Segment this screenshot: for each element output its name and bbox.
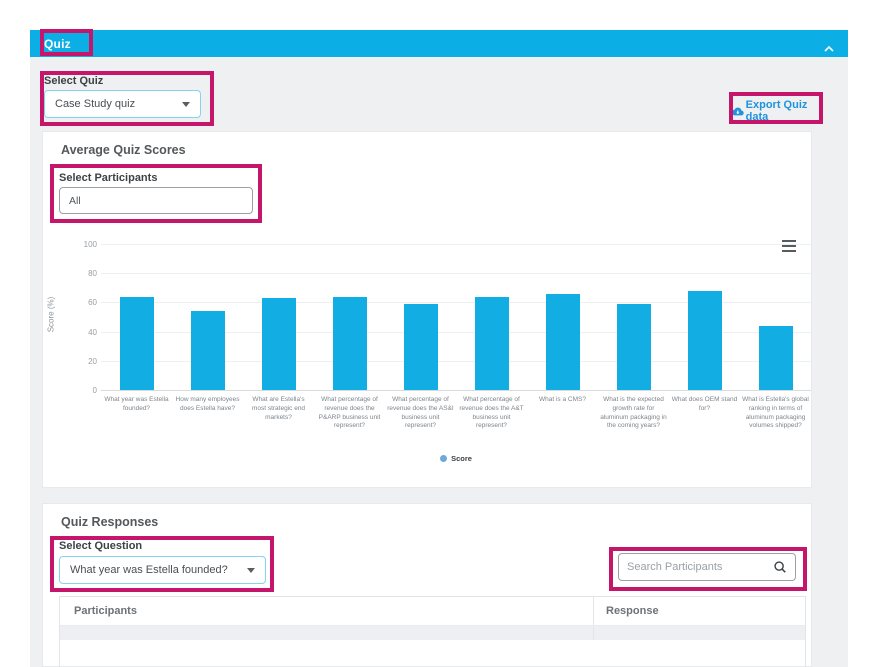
bar-column [172,244,243,390]
score-bar[interactable] [119,296,154,390]
search-participants-input[interactable] [627,561,773,573]
x-axis-category-label: What is a CMS? [539,396,586,403]
export-quiz-data-link[interactable]: Export Quiz data [732,99,824,123]
page-title: Quiz [44,36,71,51]
x-axis-category-label: What does OEM stand for? [671,396,738,412]
select-quiz-value: Case Study quiz [55,98,136,110]
x-axis-category-label: What is the expected growth rate for alu… [600,396,667,430]
responses-card-title: Quiz Responses [61,515,159,529]
x-axis-category-label: What percentage of revenue does the P&AR… [318,396,381,430]
chart-context-menu-icon[interactable] [782,240,796,252]
select-participants-input[interactable]: All [59,187,253,214]
score-bar[interactable] [332,296,367,390]
select-quiz-dropdown[interactable]: Case Study quiz [44,90,201,118]
table-header-row: Participants Response [60,597,805,626]
cloud-download-icon [732,107,744,115]
x-axis-category-label: What percentage of revenue does the A&T … [459,396,524,430]
score-bar[interactable] [545,293,580,390]
x-axis-category-label: What year was Estella founded? [104,396,169,412]
y-axis-title: Score (%) [46,296,56,333]
y-axis-tick-label: 100 [83,240,97,249]
x-axis-category-label: How many employees does Estella have? [175,396,240,412]
bar-column [456,244,527,390]
bar-column [740,244,811,390]
select-quiz-label: Select Quiz [44,75,104,87]
bar-column [385,244,456,390]
y-axis-tick-label: 40 [88,327,97,337]
bar-series [101,244,811,390]
select-participants-label: Select Participants [59,172,158,184]
x-axis-category-label: What percentage of revenue does the AS&I… [387,396,454,430]
gridline [101,331,811,333]
y-axis-tick-label: 60 [88,298,97,308]
bar-column [314,244,385,390]
score-bar[interactable] [190,311,225,390]
collapse-chevron-icon[interactable] [824,40,834,52]
gridline [101,302,811,304]
y-axis-tick-label: 0 [92,386,97,395]
score-bar[interactable] [403,303,438,390]
bar-column [669,244,740,390]
chart-legend[interactable]: Score [101,454,811,463]
table-row[interactable] [60,626,805,640]
scores-card-title: Average Quiz Scores [61,143,186,157]
gridline [101,244,811,245]
quiz-panel: Quiz Select Quiz Case Study quiz Export … [30,30,848,667]
gridline [101,273,811,275]
quiz-header: Quiz [30,30,848,57]
select-participants-value: All [69,194,81,207]
score-bar[interactable] [474,296,509,390]
average-quiz-scores-card: Average Quiz Scores Select Participants … [42,131,812,488]
response-column-header: Response [606,605,659,617]
gridline [101,360,811,362]
average-scores-bar-chart: Score (%) 0 20 40 60 80 100 What year was Est… [43,232,813,477]
responses-table: Participants Response [59,596,806,667]
select-question-value: What year was Estella founded? [70,564,228,576]
select-question-label: Select Question [59,540,143,552]
chevron-down-icon [182,101,190,107]
y-axis-tick-label: 80 [88,269,97,279]
score-bar[interactable] [687,290,722,390]
legend-series-label: Score [451,454,472,463]
score-bar[interactable] [758,325,793,390]
plot-area: 0 20 40 60 80 100 [84,240,811,395]
legend-marker-icon [440,455,448,462]
y-axis-tick-label: 20 [88,356,97,366]
export-quiz-data-label: Export Quiz data [745,99,808,123]
bar-column [598,244,669,390]
chevron-down-icon [247,567,255,573]
quiz-responses-card: Quiz Responses Select Question What year… [42,503,812,667]
search-icon[interactable] [773,560,787,574]
select-question-dropdown[interactable]: What year was Estella founded? [59,556,266,584]
bar-column [243,244,314,390]
gridline [101,390,811,391]
x-axis-category-label: What are Estella's most strategic end ma… [251,396,306,421]
search-participants-box [618,553,796,581]
score-bar[interactable] [616,303,651,390]
score-bar[interactable] [261,298,296,390]
bar-column [527,244,598,390]
x-axis-labels: What year was Estella founded? How many e… [101,396,811,431]
x-axis-category-label: What is Estella's global ranking in term… [742,396,809,430]
bar-column [101,244,172,390]
participants-column-header: Participants [60,597,594,625]
